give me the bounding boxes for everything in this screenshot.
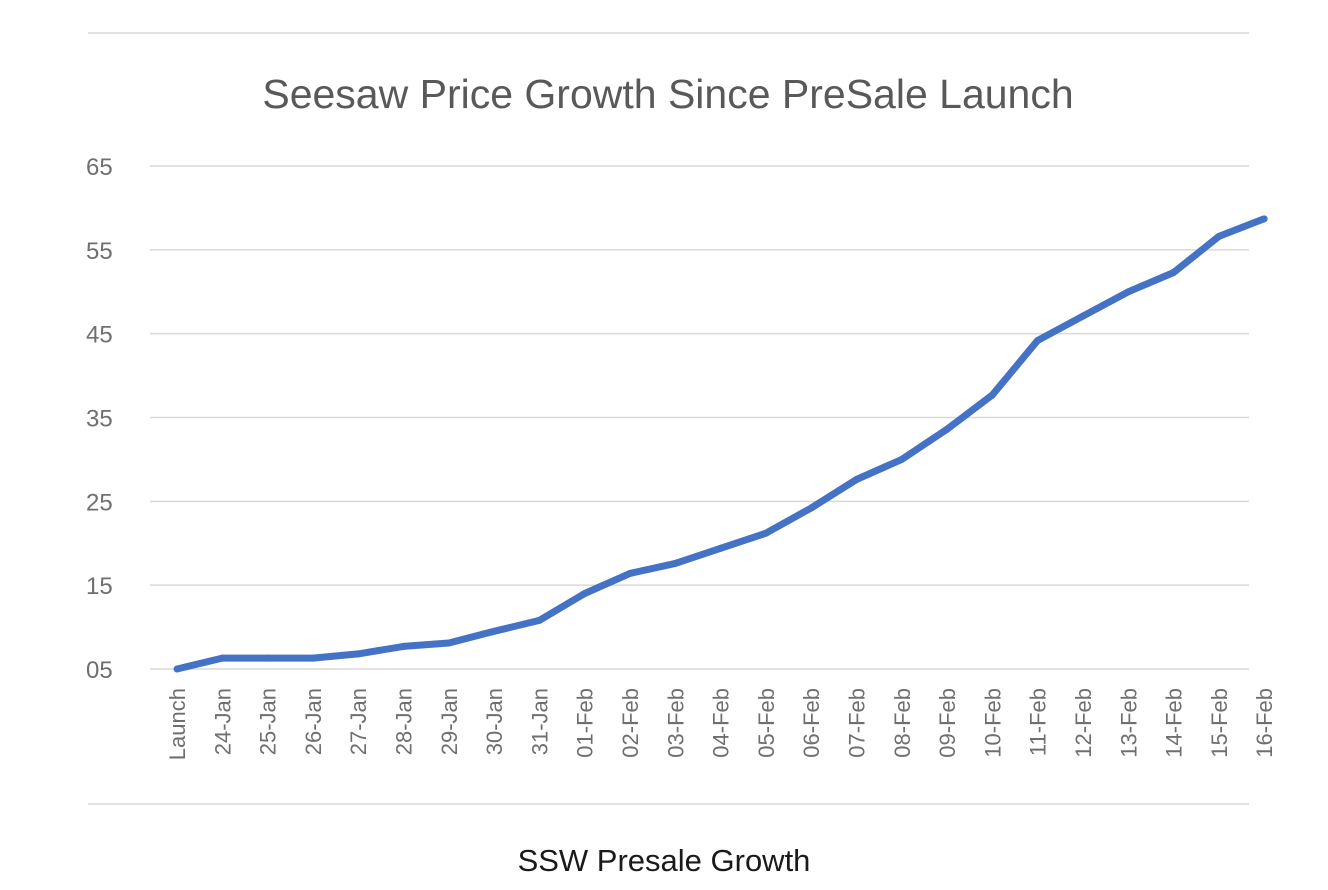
x-tick-label: 30-Jan — [482, 688, 507, 755]
data-point — [354, 650, 362, 658]
data-point — [445, 639, 453, 647]
chart-title: Seesaw Price Growth Since PreSale Launch — [262, 71, 1073, 117]
x-tick-label: 12-Feb — [1071, 688, 1096, 758]
x-tick-label: 03-Feb — [663, 688, 688, 758]
x-tick-label: 02-Feb — [618, 688, 643, 758]
data-point — [1124, 288, 1132, 296]
y-tick-label: 65 — [86, 154, 113, 181]
data-point — [264, 654, 272, 662]
x-tick-label: 15-Feb — [1207, 688, 1232, 758]
data-point — [988, 391, 996, 399]
data-point — [1260, 215, 1268, 223]
y-tick-label: 45 — [86, 322, 113, 349]
x-tick-label: 10-Feb — [980, 688, 1005, 758]
data-point — [1215, 232, 1223, 240]
y-tick-label: 25 — [86, 489, 113, 516]
x-tick-label: 08-Feb — [890, 688, 915, 758]
x-tick-label: 14-Feb — [1162, 688, 1187, 758]
data-point — [853, 476, 860, 484]
x-tick-label: 13-Feb — [1116, 688, 1141, 758]
figure-caption: SSW Presale Growth — [517, 843, 811, 878]
data-point — [898, 455, 906, 463]
y-tick-label: 15 — [86, 573, 113, 600]
data-point — [1170, 268, 1178, 276]
series-layer — [173, 215, 1268, 673]
data-point — [218, 654, 226, 662]
x-tick-label: 31-Jan — [527, 688, 552, 755]
data-point — [762, 529, 770, 537]
x-tick-label: 09-Feb — [935, 688, 960, 758]
x-tick-label: 24-Jan — [210, 688, 235, 755]
x-tick-label: 04-Feb — [709, 688, 734, 758]
data-point — [1079, 312, 1087, 320]
data-point — [400, 642, 407, 650]
data-point — [717, 544, 725, 552]
x-tick-label: 26-Jan — [301, 688, 326, 755]
data-point — [535, 616, 543, 624]
y-tick-label: 55 — [86, 238, 113, 265]
data-point — [626, 569, 634, 577]
x-tick-label: 01-Feb — [573, 688, 598, 758]
x-tick-label: 25-Jan — [256, 688, 281, 755]
series-line — [176, 215, 1266, 673]
y-axis-ticks: 05 15 25 35 45 55 65 — [86, 154, 113, 684]
x-tick-label: 11-Feb — [1026, 688, 1051, 756]
y-tick-label: 05 — [86, 657, 113, 684]
x-tick-label: Launch — [165, 688, 190, 760]
x-tick-label: 29-Jan — [437, 688, 462, 755]
grid-lines — [150, 165, 1249, 670]
x-axis-ticks: Launch 24-Jan 25-Jan 26-Jan 27-Jan 28-Jan 29-J… — [165, 688, 1277, 760]
data-point — [943, 425, 951, 433]
x-tick-label: 16-Feb — [1252, 688, 1277, 758]
data-point — [1034, 336, 1042, 344]
data-point — [173, 665, 181, 673]
data-point — [581, 590, 589, 598]
x-tick-label: 07-Feb — [845, 688, 870, 758]
x-tick-label: 27-Jan — [346, 688, 371, 755]
data-point — [807, 504, 815, 512]
x-tick-label: 06-Feb — [799, 688, 824, 758]
data-point — [671, 559, 679, 567]
x-tick-label: 28-Jan — [392, 688, 417, 755]
data-point — [490, 627, 498, 635]
data-point — [309, 654, 317, 662]
x-tick-label: 05-Feb — [754, 688, 779, 758]
y-tick-label: 35 — [86, 406, 113, 433]
